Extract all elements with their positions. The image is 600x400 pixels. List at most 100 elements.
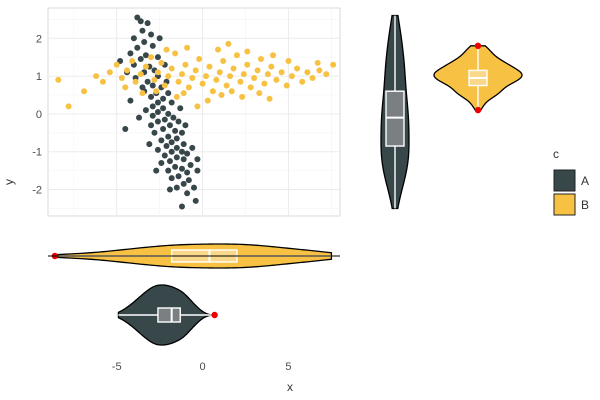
data-point [134, 44, 141, 51]
data-point [170, 114, 177, 121]
data-point [65, 103, 72, 110]
data-point [153, 88, 160, 95]
data-point [178, 71, 185, 78]
data-point [247, 84, 254, 91]
data-point [144, 20, 151, 27]
data-point [178, 165, 185, 172]
data-point [178, 129, 185, 136]
legend-key-A [553, 169, 576, 192]
data-point [154, 118, 161, 125]
data-point [158, 59, 165, 66]
data-point [124, 67, 131, 74]
data-point [148, 31, 155, 38]
data-point [137, 56, 144, 63]
data-point [172, 127, 179, 134]
data-point [172, 163, 179, 170]
series-A [117, 14, 201, 210]
data-point [230, 65, 237, 72]
data-point [160, 105, 167, 112]
data-point [154, 69, 161, 76]
data-point [228, 88, 235, 95]
data-point [173, 184, 180, 191]
y-tick-label: -1 [32, 147, 42, 159]
legend-label-A: A [581, 174, 589, 188]
data-point [168, 99, 175, 106]
data-point [223, 82, 230, 89]
data-point [173, 93, 180, 100]
x-tick-label: -5 [112, 361, 122, 373]
x-marginal-violins: -5 0 5 [48, 243, 340, 373]
data-point [81, 88, 88, 95]
outlier-point [211, 311, 218, 319]
data-point [209, 88, 216, 95]
data-point [154, 146, 161, 153]
data-point [139, 90, 146, 97]
data-point [141, 39, 148, 46]
data-point [163, 46, 170, 53]
data-point [178, 203, 185, 210]
data-point [127, 50, 134, 57]
data-point [168, 148, 175, 155]
data-point [158, 160, 165, 167]
data-point [165, 73, 172, 80]
data-point [213, 76, 220, 83]
data-point [316, 67, 323, 74]
y-tick-label: 0 [36, 109, 42, 121]
data-point [244, 61, 251, 68]
data-point [168, 65, 175, 72]
data-point [199, 80, 206, 87]
data-point [270, 52, 277, 59]
data-point [239, 93, 246, 100]
data-point [206, 63, 213, 70]
y-marginal-violins [380, 14, 523, 210]
data-point [180, 180, 187, 187]
data-point [151, 129, 158, 136]
data-point [168, 139, 175, 146]
data-point [142, 52, 149, 59]
data-point [165, 110, 172, 117]
scatter-panel: -2 -1 0 1 2 [32, 7, 341, 217]
data-point [189, 74, 196, 81]
x-tick-label: 0 [200, 361, 206, 373]
data-point [185, 177, 192, 184]
data-point [233, 52, 240, 59]
panel-background [47, 7, 341, 217]
data-point [148, 122, 155, 129]
data-point [156, 35, 163, 42]
data-point [244, 48, 251, 55]
data-point [139, 27, 146, 34]
data-point [173, 144, 180, 151]
data-point [153, 167, 160, 174]
data-point [184, 44, 191, 51]
data-point [180, 90, 187, 97]
y-tick-label: 1 [36, 71, 42, 83]
y-marginal-A [380, 14, 410, 210]
data-point [182, 61, 189, 68]
data-point [122, 84, 129, 91]
data-point [178, 148, 185, 155]
data-point [257, 56, 264, 63]
data-point [240, 71, 247, 78]
y-marginal-B [433, 42, 523, 114]
y-tick-label: 2 [36, 33, 42, 45]
data-point [180, 156, 187, 163]
data-point [192, 67, 199, 74]
data-point [304, 69, 311, 76]
legend-label-B: B [581, 198, 589, 212]
data-point [165, 133, 172, 140]
data-point [166, 122, 173, 129]
data-point [220, 57, 227, 64]
y-axis-title: y [2, 179, 16, 185]
x-tick-label: 5 [285, 361, 291, 373]
legend: c AB [553, 147, 589, 216]
data-point [225, 40, 232, 47]
data-point [122, 126, 129, 133]
data-point [172, 50, 179, 57]
data-point [330, 61, 337, 68]
data-point [129, 57, 136, 64]
data-point [137, 18, 144, 25]
data-point [93, 73, 100, 80]
data-point [299, 78, 306, 85]
data-point [180, 141, 187, 148]
